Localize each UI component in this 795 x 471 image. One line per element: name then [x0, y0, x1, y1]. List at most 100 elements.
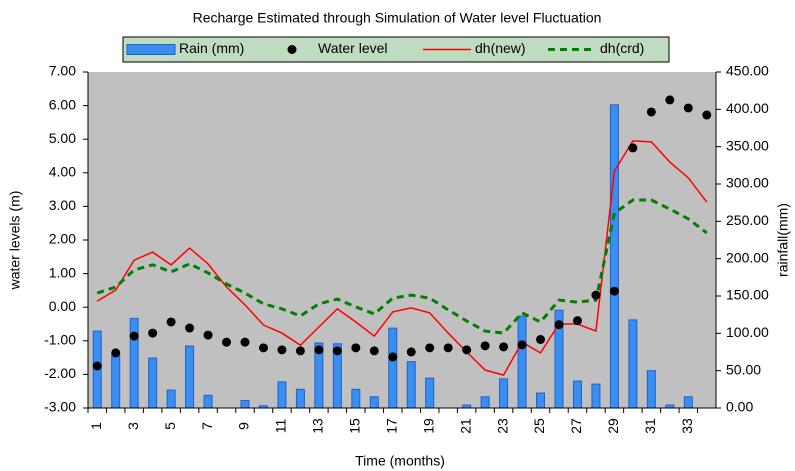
- point: [499, 342, 509, 352]
- point: [148, 328, 158, 338]
- x-tick-label: 25: [531, 418, 547, 434]
- bar: [148, 357, 158, 409]
- point: [572, 316, 582, 326]
- y2-tick-label: 400.00: [726, 100, 769, 116]
- bar: [111, 354, 121, 409]
- point: [277, 345, 287, 355]
- bar: [517, 315, 527, 409]
- x-axis-label: Time (months): [355, 453, 445, 469]
- point: [517, 340, 527, 350]
- y2-tick-label: 200.00: [726, 249, 769, 265]
- y-tick-label: -3.00: [44, 399, 76, 415]
- point: [683, 103, 693, 113]
- x-tick-label: 7: [199, 422, 215, 430]
- y-tick-label: 3.00: [49, 197, 76, 213]
- bar: [646, 370, 656, 409]
- point: [443, 343, 453, 353]
- bar: [609, 104, 619, 409]
- bar: [166, 389, 176, 409]
- point: [554, 320, 564, 330]
- y-tick-label: 7.00: [49, 63, 76, 79]
- x-tick-label: 13: [310, 418, 326, 434]
- legend-label: dh(new): [475, 40, 526, 56]
- point: [609, 286, 619, 296]
- chart-title: Recharge Estimated through Simulation of…: [193, 10, 602, 26]
- x-tick-label: 27: [568, 418, 584, 434]
- bar: [406, 361, 416, 409]
- bar: [591, 383, 601, 409]
- y2-tick-label: 150.00: [726, 287, 769, 303]
- x-tick-label: 11: [273, 419, 289, 434]
- bar: [277, 381, 287, 409]
- bar: [369, 396, 379, 409]
- bar: [240, 400, 250, 409]
- point: [388, 352, 398, 362]
- bar: [295, 388, 305, 409]
- x-tick-label: 33: [679, 418, 695, 434]
- bar: [480, 396, 490, 409]
- y2-tick-label: 250.00: [726, 212, 769, 228]
- point: [332, 346, 342, 356]
- legend-label: dh(crd): [600, 40, 644, 56]
- bar: [351, 388, 361, 409]
- point: [462, 345, 472, 355]
- bar: [203, 394, 213, 409]
- point: [166, 317, 176, 327]
- legend-label: Water level: [318, 40, 388, 56]
- x-tick-label: 1: [88, 422, 104, 430]
- legend: Rain (mm) Water level dh(new) dh(crd): [122, 36, 670, 63]
- x-tick-label: 3: [125, 422, 141, 430]
- point: [185, 323, 195, 333]
- x-tick-label: 19: [420, 418, 436, 434]
- bar: [572, 380, 582, 409]
- y-tick-label: 6.00: [49, 96, 76, 112]
- point: [240, 337, 250, 347]
- point: [351, 343, 361, 353]
- x-tick-label: 9: [236, 422, 252, 430]
- point: [665, 95, 675, 105]
- y2-axis-label: rainfall(mm): [775, 203, 791, 277]
- point: [480, 341, 490, 351]
- line: [96, 198, 708, 335]
- bar: [536, 392, 546, 409]
- x-tick-label: 23: [494, 418, 510, 434]
- point: [536, 334, 546, 344]
- x-tick-label: 21: [457, 418, 473, 434]
- bar: [425, 377, 435, 409]
- point: [591, 290, 601, 300]
- point: [702, 110, 712, 120]
- point: [222, 337, 232, 347]
- point: [258, 343, 268, 353]
- y-tick-label: 1.00: [49, 264, 76, 280]
- y-tick-label: -1.00: [44, 332, 76, 348]
- point: [369, 346, 379, 356]
- point: [111, 348, 121, 358]
- point: [425, 343, 435, 353]
- point: [203, 330, 213, 340]
- y2-tick-label: 100.00: [726, 324, 769, 340]
- y-tick-label: 0.00: [49, 298, 76, 314]
- x-tick-label: 5: [162, 422, 178, 430]
- point: [129, 331, 139, 341]
- x-tick-label: 15: [347, 418, 363, 434]
- bar: [185, 345, 195, 409]
- y2-tick-label: 300.00: [726, 175, 769, 191]
- point: [295, 346, 305, 356]
- legend-swatch: [287, 45, 297, 54]
- x-tick-label: 17: [383, 418, 399, 434]
- x-tick-label: 29: [605, 418, 621, 434]
- y2-tick-label: 350.00: [726, 137, 769, 153]
- y2-tick-label: 50.00: [726, 361, 761, 377]
- bar: [388, 327, 398, 409]
- y-tick-label: 4.00: [49, 164, 76, 180]
- legend-label: Rain (mm): [179, 40, 244, 56]
- y2-tick-label: 0.00: [726, 399, 753, 415]
- y2-tick-label: 450.00: [726, 63, 769, 79]
- y-tick-label: -2.00: [44, 365, 76, 381]
- point: [646, 107, 656, 117]
- bar: [628, 319, 638, 409]
- point: [92, 361, 102, 371]
- plot-area: [88, 72, 716, 408]
- legend-swatch: [126, 44, 176, 55]
